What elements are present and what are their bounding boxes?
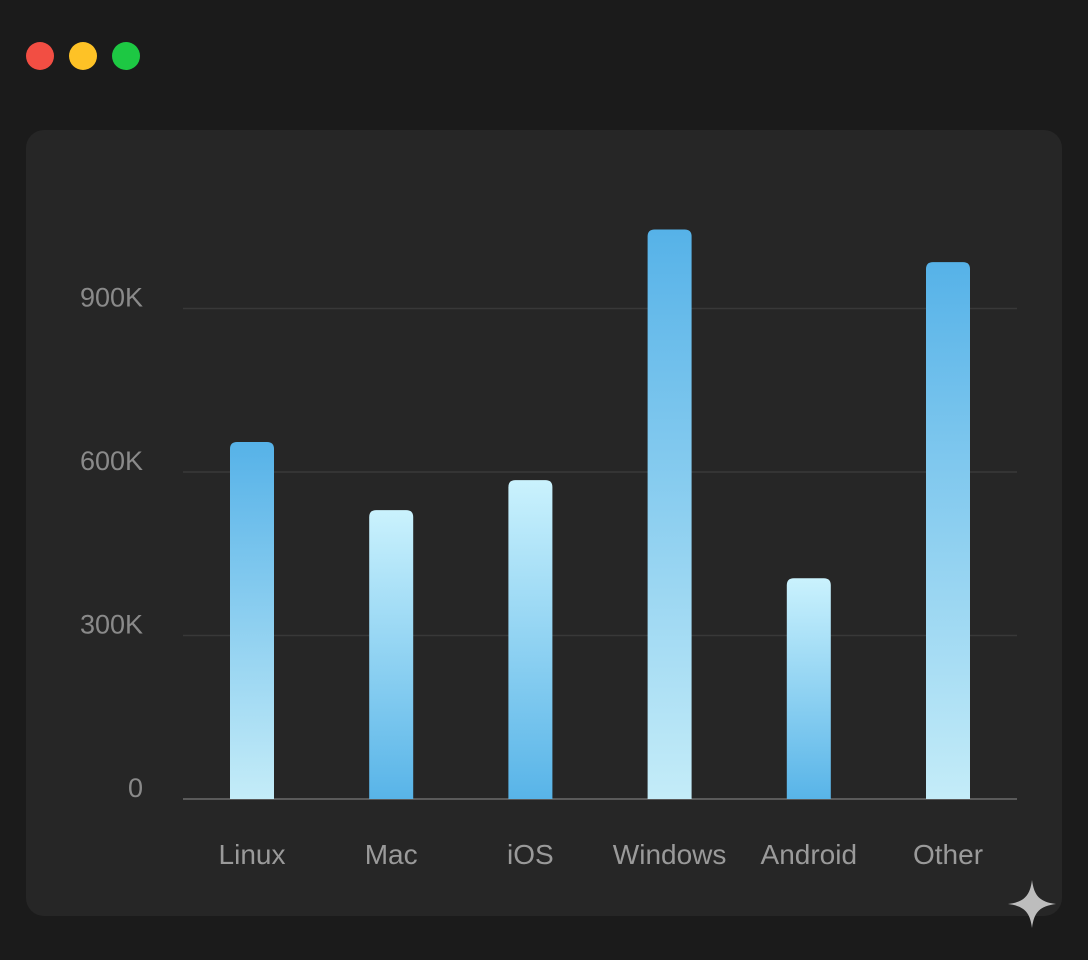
- chart-card: 0 300K 600K 900K Linux Mac iOS Windows Android O…: [26, 130, 1062, 916]
- y-tick-label: 0: [128, 773, 143, 803]
- bar-chart: 0 300K 600K 900K Linux Mac iOS Windows Android O…: [80, 229, 1017, 870]
- bar-ios[interactable]: [508, 480, 553, 799]
- x-axis-labels: Linux Mac iOS Windows Android Other: [219, 839, 983, 870]
- bars: [230, 229, 970, 800]
- x-tick-label: Android: [761, 839, 858, 870]
- bar-windows[interactable]: [647, 229, 692, 800]
- x-tick-label: Linux: [219, 839, 286, 870]
- x-tick-label: Windows: [613, 839, 727, 870]
- minimize-button[interactable]: [69, 42, 97, 70]
- bar-other[interactable]: [926, 262, 970, 799]
- sparkle-icon: [1008, 880, 1056, 928]
- zoom-button[interactable]: [112, 42, 140, 70]
- y-tick-label: 600K: [80, 446, 143, 476]
- close-button[interactable]: [26, 42, 54, 70]
- y-axis-ticks: 0 300K 600K 900K: [80, 283, 143, 804]
- x-tick-label: iOS: [507, 839, 554, 870]
- y-tick-label: 900K: [80, 283, 143, 313]
- y-tick-label: 300K: [80, 610, 143, 640]
- grid-lines: [183, 307, 1017, 800]
- bar-mac[interactable]: [369, 510, 414, 799]
- x-tick-label: Other: [913, 839, 983, 870]
- x-tick-label: Mac: [365, 839, 418, 870]
- bar-linux[interactable]: [230, 442, 274, 799]
- bar-android[interactable]: [786, 578, 831, 799]
- window-controls: [26, 42, 140, 70]
